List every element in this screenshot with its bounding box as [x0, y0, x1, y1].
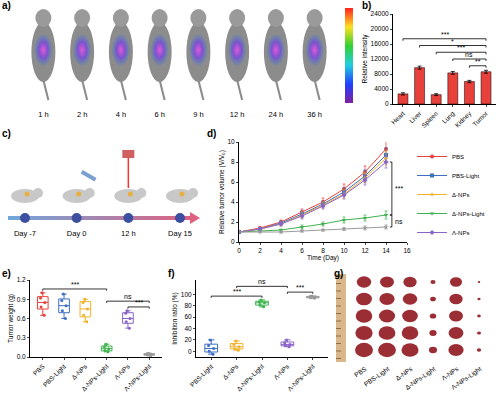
svg-text:0.0: 0.0	[17, 353, 26, 360]
svg-text:12000: 12000	[371, 55, 389, 62]
svg-text:Δ-NPs-Light: Δ-NPs-Light	[452, 211, 485, 217]
svg-text:PBS: PBS	[32, 362, 47, 377]
svg-text:0.3: 0.3	[17, 334, 26, 341]
svg-text:8000: 8000	[374, 70, 389, 77]
svg-text:Λ-NPs-Light: Λ-NPs-Light	[123, 362, 154, 393]
svg-text:Λ-NPs-Light: Λ-NPs-Light	[450, 365, 483, 392]
svg-text:10: 10	[340, 247, 348, 254]
html-text:g): g)	[334, 268, 344, 279]
svg-text:6: 6	[300, 247, 304, 254]
svg-text:ns: ns	[465, 51, 473, 58]
svg-text:Time (Day): Time (Day)	[307, 254, 339, 262]
svg-text:Relative tumor volume (V/V₀): Relative tumor volume (V/V₀)	[218, 150, 226, 234]
svg-text:9 h: 9 h	[193, 110, 203, 119]
svg-text:***: ***	[395, 185, 403, 192]
svg-text:Inhibition ratio (%): Inhibition ratio (%)	[171, 292, 179, 344]
svg-text:8: 8	[321, 247, 325, 254]
svg-text:***: ***	[441, 31, 449, 38]
svg-text:Kidney: Kidney	[453, 109, 473, 129]
svg-text:20: 20	[184, 336, 192, 343]
svg-text:Day 15: Day 15	[168, 229, 192, 238]
svg-text:Δ-NPs-Light: Δ-NPs-Light	[404, 365, 437, 392]
svg-text:24000: 24000	[371, 10, 389, 17]
svg-text:1.2: 1.2	[17, 276, 26, 283]
svg-text:0.6: 0.6	[17, 315, 26, 322]
svg-text:Heart: Heart	[390, 109, 406, 125]
svg-text:Lung: Lung	[441, 109, 457, 125]
svg-text:12 h: 12 h	[230, 110, 245, 119]
svg-text:0.9: 0.9	[17, 296, 26, 303]
svg-text:ns: ns	[258, 278, 266, 285]
svg-text:0: 0	[237, 247, 241, 254]
svg-text:6: 6	[231, 178, 235, 185]
svg-text:4: 4	[279, 247, 283, 254]
svg-text:Δ-NPs: Δ-NPs	[221, 362, 240, 381]
svg-text:Day -7: Day -7	[14, 229, 36, 238]
svg-text:***: ***	[233, 288, 241, 295]
svg-text:100: 100	[181, 291, 192, 298]
svg-text:Liver: Liver	[408, 109, 424, 125]
svg-text:1 h: 1 h	[38, 110, 48, 119]
html-text:f): f)	[168, 268, 175, 279]
html-text:a): a)	[2, 0, 11, 11]
svg-text:Δ-NPs-Light: Δ-NPs-Light	[80, 362, 111, 393]
svg-text:Δ-NPs-Light: Δ-NPs-Light	[235, 362, 266, 393]
svg-text:14: 14	[382, 247, 390, 254]
svg-text:4: 4	[231, 198, 235, 205]
svg-text:Λ-NPs: Λ-NPs	[113, 362, 132, 381]
svg-text:0: 0	[231, 238, 235, 245]
svg-text:***: ***	[71, 281, 79, 288]
svg-text:Tumor: Tumor	[471, 109, 490, 128]
svg-text:0: 0	[385, 100, 389, 107]
svg-text:12: 12	[361, 247, 369, 254]
svg-text:40: 40	[184, 325, 192, 332]
svg-text:2 h: 2 h	[77, 110, 87, 119]
svg-text:10: 10	[227, 138, 235, 145]
svg-text:Spleen: Spleen	[420, 109, 440, 129]
svg-text:**: **	[475, 58, 481, 65]
svg-text:36 h: 36 h	[307, 110, 322, 119]
svg-text:PBS: PBS	[353, 365, 368, 379]
html-text:e): e)	[2, 268, 11, 279]
svg-text:***: ***	[296, 284, 304, 291]
svg-text:4000: 4000	[374, 85, 389, 92]
html-text:b): b)	[362, 0, 372, 11]
svg-text:80: 80	[184, 302, 192, 309]
svg-text:PBS-Light: PBS-Light	[189, 362, 215, 388]
svg-text:2: 2	[231, 218, 235, 225]
svg-text:ns: ns	[395, 218, 403, 225]
svg-text:Λ-NPs: Λ-NPs	[452, 230, 469, 236]
svg-text:12 h: 12 h	[121, 229, 136, 238]
svg-text:2: 2	[258, 247, 262, 254]
svg-text:Day 0: Day 0	[67, 229, 87, 238]
svg-text:Relative intensity: Relative intensity	[361, 34, 369, 84]
svg-text:60: 60	[184, 313, 192, 320]
svg-text:PBS-Light: PBS-Light	[41, 362, 67, 388]
svg-text:Δ-NPs: Δ-NPs	[70, 362, 89, 381]
svg-text:Λ-NPs-Light: Λ-NPs-Light	[286, 362, 317, 393]
svg-text:0: 0	[188, 348, 192, 355]
svg-text:Λ-NPs: Λ-NPs	[272, 362, 291, 381]
svg-text:ns: ns	[124, 293, 132, 300]
svg-text:PBS-Light: PBS-Light	[363, 365, 392, 388]
svg-text:Δ-NPs: Δ-NPs	[452, 192, 469, 198]
svg-text:6 h: 6 h	[154, 110, 164, 119]
svg-text:PBS: PBS	[452, 154, 464, 160]
html-text:d): d)	[207, 128, 217, 139]
svg-text:Tumor weight (g): Tumor weight (g)	[7, 294, 15, 343]
svg-text:16000: 16000	[371, 40, 389, 47]
svg-text:***: ***	[457, 44, 465, 51]
html-text:c): c)	[2, 128, 11, 139]
svg-text:*: *	[451, 38, 454, 45]
svg-text:8: 8	[231, 158, 235, 165]
svg-text:16: 16	[403, 247, 411, 254]
svg-text:20000: 20000	[371, 25, 389, 32]
svg-text:24 h: 24 h	[269, 110, 284, 119]
svg-text:***: ***	[135, 299, 143, 306]
svg-text:PBS-Light: PBS-Light	[452, 173, 479, 179]
svg-text:4 h: 4 h	[116, 110, 126, 119]
